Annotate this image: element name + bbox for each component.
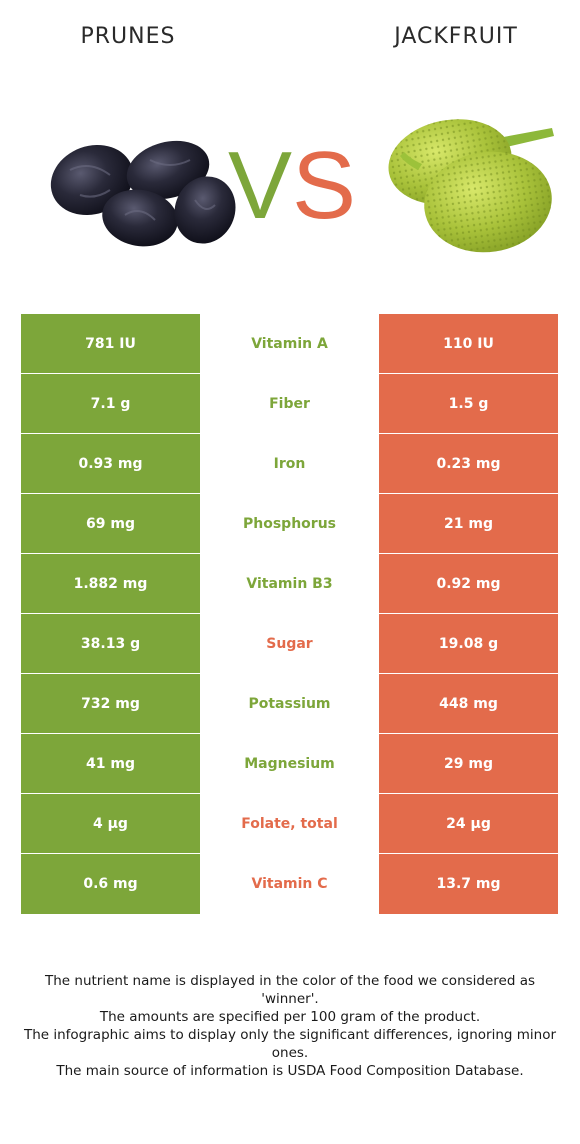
table-row: 38.13 g Sugar 19.08 g xyxy=(21,614,558,674)
vs-v-letter: V xyxy=(228,132,292,239)
left-value: 0.93 mg xyxy=(21,434,200,493)
left-food-title: PRUNES xyxy=(80,24,176,49)
nutrient-name: Sugar xyxy=(200,614,379,673)
right-value: 21 mg xyxy=(379,494,558,553)
nutrient-name: Potassium xyxy=(200,674,379,733)
nutrient-name: Vitamin B3 xyxy=(200,554,379,613)
prunes-image xyxy=(50,140,236,247)
table-row: 0.6 mg Vitamin C 13.7 mg xyxy=(21,854,558,914)
right-value: 13.7 mg xyxy=(379,854,558,914)
right-value: 19.08 g xyxy=(379,614,558,673)
footnote-line-3: The infographic aims to display only the… xyxy=(23,1027,557,1061)
table-row: 1.882 mg Vitamin B3 0.92 mg xyxy=(21,554,558,614)
nutrient-name: Vitamin C xyxy=(200,854,379,914)
nutrient-name: Fiber xyxy=(200,374,379,433)
table-row: 732 mg Potassium 448 mg xyxy=(21,674,558,734)
table-row: 41 mg Magnesium 29 mg xyxy=(21,734,558,794)
table-row: 781 IU Vitamin A 110 IU xyxy=(21,314,558,374)
nutrient-name: Phosphorus xyxy=(200,494,379,553)
footnote: The nutrient name is displayed in the co… xyxy=(16,972,564,1080)
table-row: 4 µg Folate, total 24 µg xyxy=(21,794,558,854)
nutrient-name: Magnesium xyxy=(200,734,379,793)
right-value: 29 mg xyxy=(379,734,558,793)
right-value: 1.5 g xyxy=(379,374,558,433)
vs-s-letter: S xyxy=(292,132,356,239)
left-value: 7.1 g xyxy=(21,374,200,433)
left-value: 781 IU xyxy=(21,314,200,373)
footnote-line-1: The nutrient name is displayed in the co… xyxy=(44,973,536,1007)
right-value: 24 µg xyxy=(379,794,558,853)
left-value: 69 mg xyxy=(21,494,200,553)
food-images: V S xyxy=(0,100,580,270)
table-row: 0.93 mg Iron 0.23 mg xyxy=(21,434,558,494)
left-value: 4 µg xyxy=(21,794,200,853)
left-value: 1.882 mg xyxy=(21,554,200,613)
footnote-line-2: The amounts are specified per 100 gram o… xyxy=(99,1009,481,1025)
left-value: 38.13 g xyxy=(21,614,200,673)
left-value: 41 mg xyxy=(21,734,200,793)
nutrient-name: Iron xyxy=(200,434,379,493)
right-value: 448 mg xyxy=(379,674,558,733)
jackfruit-image xyxy=(388,119,554,253)
right-food-title: JACKFRUIT xyxy=(394,24,518,49)
comparison-table: 781 IU Vitamin A 110 IU 7.1 g Fiber 1.5 g 0.93… xyxy=(21,314,558,914)
table-row: 7.1 g Fiber 1.5 g xyxy=(21,374,558,434)
left-value: 732 mg xyxy=(21,674,200,733)
right-value: 0.23 mg xyxy=(379,434,558,493)
nutrient-name: Folate, total xyxy=(200,794,379,853)
right-value: 0.92 mg xyxy=(379,554,558,613)
left-value: 0.6 mg xyxy=(21,854,200,914)
nutrient-name: Vitamin A xyxy=(200,314,379,373)
footnote-line-4: The main source of information is USDA F… xyxy=(56,1063,524,1079)
table-row: 69 mg Phosphorus 21 mg xyxy=(21,494,558,554)
right-value: 110 IU xyxy=(379,314,558,373)
